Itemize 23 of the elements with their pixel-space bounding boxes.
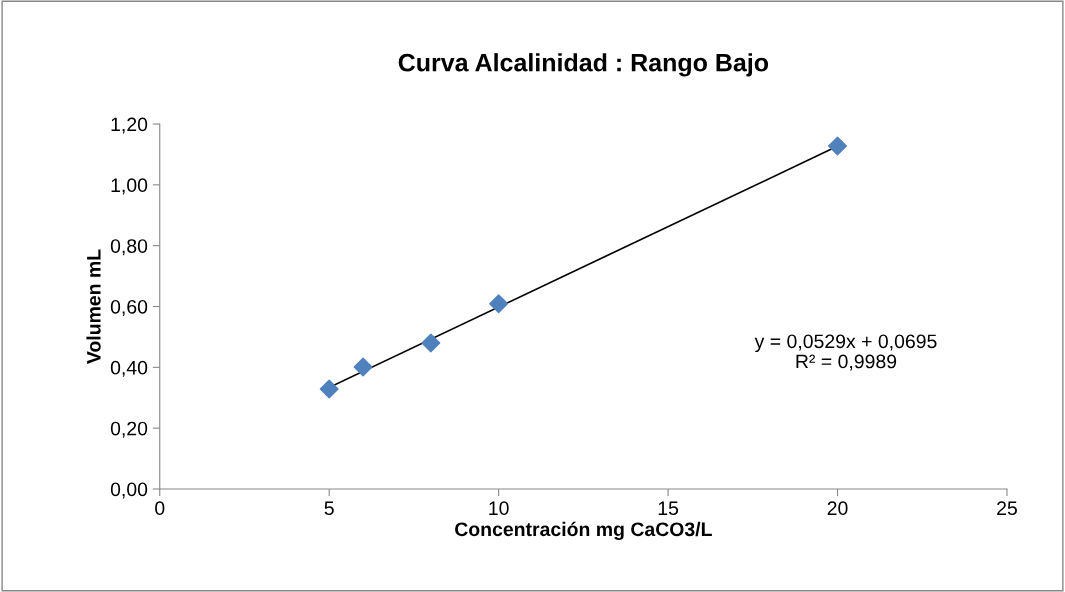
- y-axis-title: Volumen mL: [86, 249, 101, 364]
- point: [421, 333, 441, 353]
- annotation: R² = 0,9989: [796, 354, 897, 371]
- point: [828, 136, 847, 156]
- x-tick-label: 20: [827, 501, 848, 516]
- x-tick-label: 15: [658, 501, 679, 516]
- x-tick-label: 0: [155, 501, 165, 516]
- x-axis-title: Concentración mg CaCO3/L: [455, 521, 712, 541]
- point: [319, 379, 339, 399]
- point: [353, 357, 373, 377]
- point: [489, 294, 509, 314]
- chart-title: Curva Alcalinidad : Rango Bajo: [398, 53, 769, 77]
- y-tick-label: 0,80: [110, 239, 148, 256]
- y-tick-label: 0,00: [110, 482, 148, 499]
- y-tick-label: 1,00: [111, 178, 148, 195]
- x-tick-label: 10: [489, 501, 509, 516]
- y-tick-label: 1,20: [111, 117, 148, 134]
- x-tick-label: 5: [324, 501, 334, 516]
- x-tick-label: 25: [997, 501, 1017, 516]
- y-tick-label: 0,20: [110, 421, 148, 438]
- y-tick-label: 0,60: [110, 299, 148, 317]
- y-tick-label: 0,40: [110, 360, 148, 377]
- annotation: y = 0,0529x + 0,0695: [754, 334, 937, 353]
